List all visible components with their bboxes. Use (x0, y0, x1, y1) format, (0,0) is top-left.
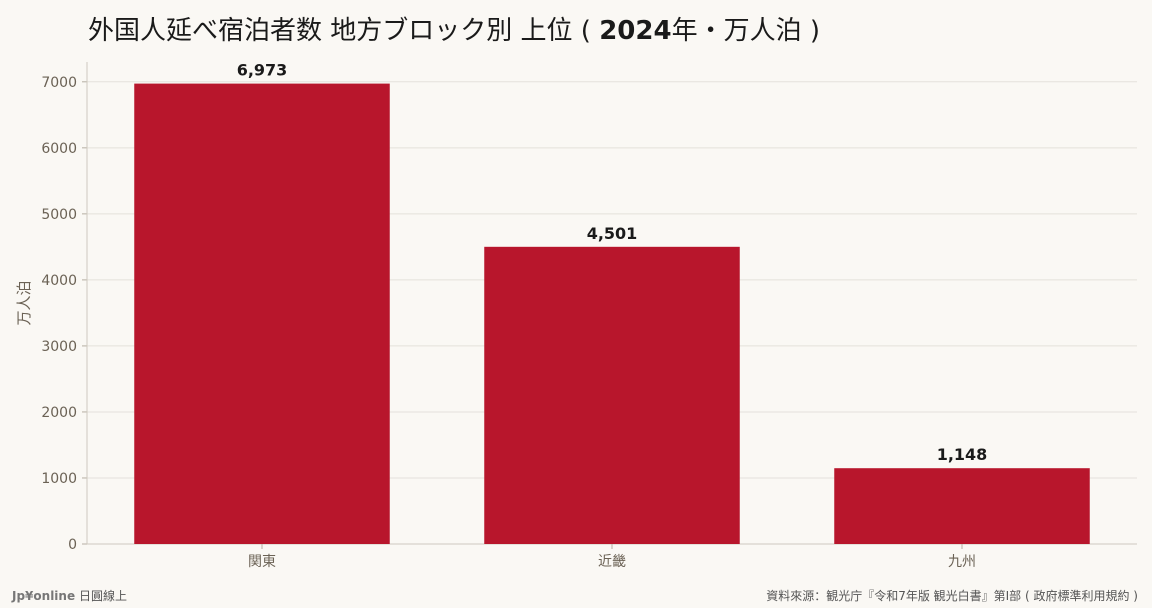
bar-value-label: 4,501 (587, 224, 638, 243)
x-tick-label: 近畿 (598, 554, 626, 570)
y-tick-label: 6000 (41, 141, 77, 157)
x-tick-label: 九州 (948, 554, 976, 570)
footer-brand: Jp¥online 日圓線上 (12, 587, 127, 604)
bar-3 (834, 468, 1090, 544)
bars (134, 83, 1090, 545)
chart-title-prefix: 外国人延べ宿泊者数 地方ブロック別 上位 ( (88, 16, 600, 46)
chart-title-suffix: 年・万人泊 ) (671, 16, 820, 46)
labels: 6,973 関東 4,501 近畿 1,148 九州 (237, 61, 988, 570)
brand-suffix: 日圓線上 (78, 589, 127, 603)
footer-source: 資料來源：観光庁『令和7年版 観光白書』第I部 ( 政府標準利用規約 ) (766, 589, 1138, 603)
y-tick-label: 7000 (41, 75, 77, 91)
bar-value-label: 6,973 (237, 61, 288, 80)
brand-name: Jp¥online (12, 589, 76, 603)
y-tick-label: 3000 (41, 339, 77, 355)
y-tick-label: 5000 (41, 207, 77, 223)
y-tick-label: 1000 (41, 471, 77, 487)
chart-title-year: 2024 (599, 16, 672, 46)
bar-value-label: 1,148 (937, 445, 988, 464)
y-tick-label: 0 (68, 537, 77, 553)
chart-title: 外国人延べ宿泊者数 地方ブロック別 上位 ( 2024年・万人泊 ) (88, 10, 820, 47)
bar-1 (134, 83, 390, 545)
y-tick-label: 2000 (41, 405, 77, 421)
bar-2 (484, 246, 740, 545)
x-tick-label: 関東 (248, 554, 276, 570)
y-tick-label: 4000 (41, 273, 77, 289)
y-axis-label: 万人泊 (15, 280, 33, 325)
